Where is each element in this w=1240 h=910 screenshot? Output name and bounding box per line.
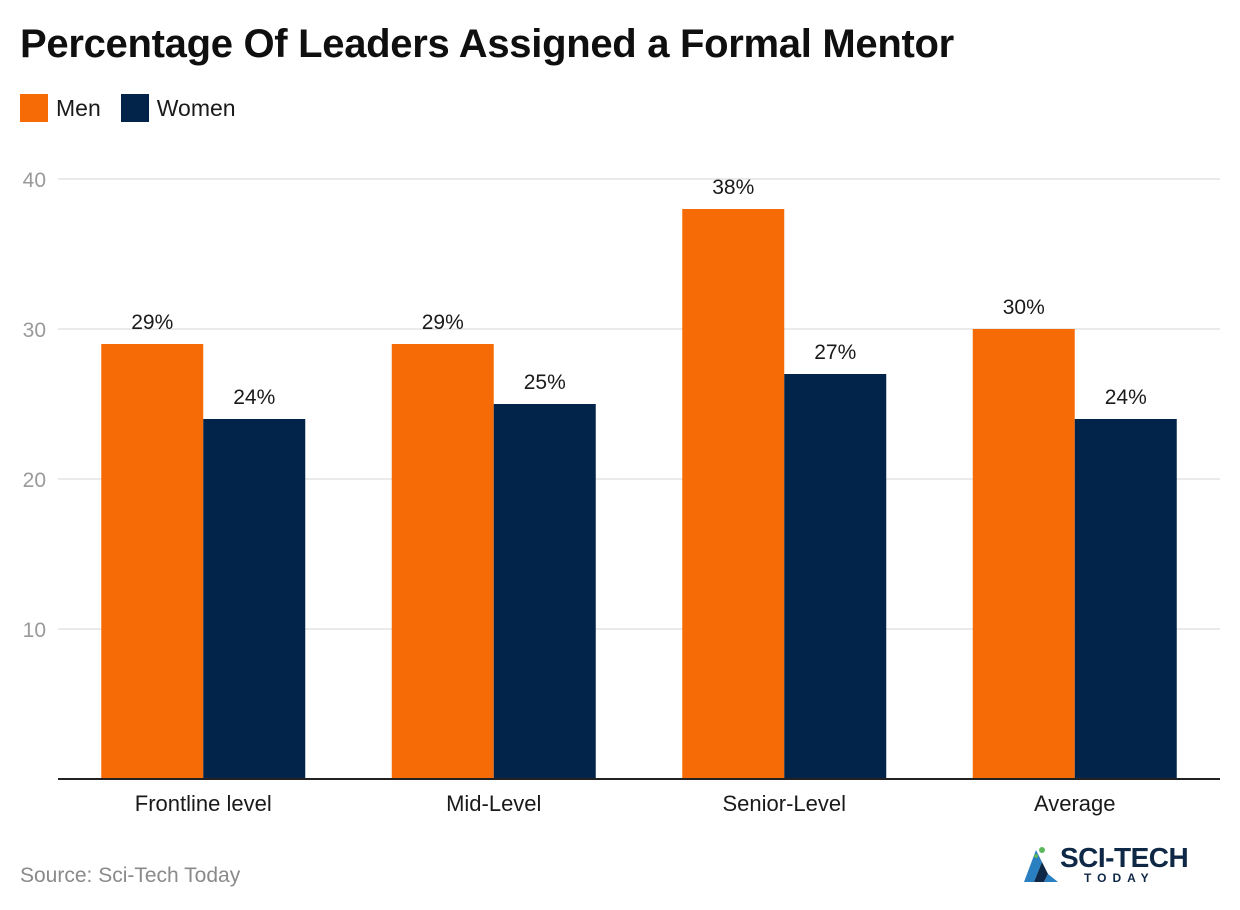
x-tick-label: Mid-Level <box>446 791 541 816</box>
x-tick-label: Frontline level <box>135 791 272 816</box>
data-label: 25% <box>524 371 566 394</box>
logo-text-sub: TODAY <box>1084 871 1155 885</box>
legend-swatch-women <box>120 94 149 122</box>
bar-men-3 <box>972 329 1075 779</box>
bar-women-3 <box>1074 419 1177 779</box>
bar-men-1 <box>391 344 494 779</box>
logo-text-main: SCI-TECH <box>1060 842 1189 873</box>
bar-women-1 <box>493 404 596 779</box>
y-tick-label: 10 <box>23 619 46 642</box>
data-label: 30% <box>1003 296 1045 319</box>
logo-mark-icon <box>1024 847 1058 882</box>
legend-item-men: Men <box>20 94 101 122</box>
bar-men-2 <box>682 209 785 779</box>
sci-tech-today-logo: SCI-TECH TODAY <box>1022 842 1212 888</box>
bar-women-2 <box>784 374 887 779</box>
data-label: 38% <box>712 176 754 199</box>
bar-men-0 <box>101 344 204 779</box>
bar-women-0 <box>203 419 306 779</box>
bar-chart: 10 20 30 40 29% 24% Frontline level 29% 25% Mid-L… <box>23 169 1220 816</box>
data-label: 24% <box>1105 386 1147 409</box>
legend: Men Women <box>20 94 256 122</box>
source-note: Source: Sci-Tech Today <box>20 864 241 887</box>
data-label: 27% <box>814 341 856 364</box>
y-tick-label: 20 <box>23 469 46 492</box>
legend-label-men: Men <box>56 94 101 121</box>
y-tick-label: 40 <box>23 169 46 192</box>
x-tick-label: Senior-Level <box>722 791 846 816</box>
legend-item-women: Women <box>120 94 236 122</box>
data-label: 29% <box>131 311 173 334</box>
y-tick-label: 30 <box>23 319 46 342</box>
legend-label-women: Women <box>156 94 236 121</box>
chart-title: Percentage Of Leaders Assigned a Formal … <box>20 22 954 66</box>
x-tick-label: Average <box>1034 791 1116 816</box>
legend-swatch-men <box>20 94 48 122</box>
data-label: 29% <box>422 311 464 334</box>
data-label: 24% <box>233 386 275 409</box>
